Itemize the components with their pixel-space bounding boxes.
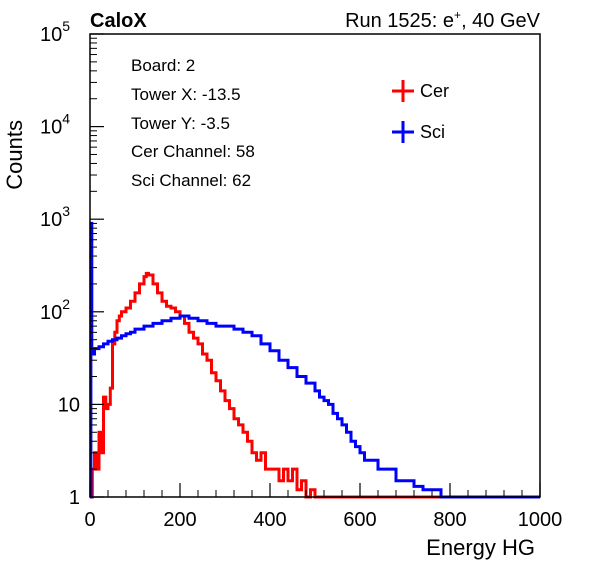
- x-tick-label: 200: [163, 509, 196, 531]
- header-right-title-suffix: , 40 GeV: [461, 10, 541, 32]
- tick-layer: 0 200 400 600 800 1000 1 10 102 103 104 105: [40, 18, 562, 531]
- y-tick-label: 105: [40, 18, 70, 46]
- series-cer-line: [90, 271, 540, 499]
- plot-frame: [89, 33, 541, 498]
- info-cer-channel: Cer Channel: 58: [131, 142, 255, 161]
- info-board: Board: 2: [131, 56, 195, 75]
- info-box: Board: 2 Tower X: -13.5 Tower Y: -3.5 Ce…: [131, 56, 255, 190]
- header-right-title-prefix: Run 1525: e: [345, 10, 454, 32]
- y-tick-label: 1: [69, 487, 80, 509]
- y-tick-label: 102: [40, 296, 70, 324]
- legend-cer-label: Cer: [420, 81, 449, 101]
- header-right-title-sup: +: [454, 8, 461, 22]
- legend-sci-label: Sci: [420, 122, 445, 142]
- series-layer: [89, 221, 540, 499]
- x-tick-label: 400: [253, 509, 286, 531]
- x-tick-label: 800: [433, 509, 466, 531]
- y-tick-label: 10: [58, 394, 80, 416]
- info-tower-y: Tower Y: -3.5: [131, 114, 230, 133]
- legend-entry-cer: Cer: [392, 80, 449, 102]
- info-tower-x: Tower X: -13.5: [131, 85, 241, 104]
- y-tick-label: 103: [40, 203, 70, 231]
- x-tick-label: 600: [343, 509, 376, 531]
- y-axis-label: Counts: [2, 120, 27, 190]
- header-left-title: CaloX: [90, 10, 147, 32]
- legend-entry-sci: Sci: [392, 121, 445, 143]
- info-sci-channel: Sci Channel: 62: [131, 171, 251, 190]
- x-axis-label: Energy HG: [426, 535, 535, 560]
- legend: Cer Sci: [392, 80, 449, 143]
- x-tick-label: 1000: [518, 509, 563, 531]
- x-tick-label: 0: [84, 509, 95, 531]
- y-tick-label: 104: [40, 111, 70, 139]
- series-sci-line: [89, 221, 540, 499]
- header-right-title: Run 1525: e+, 40 GeV: [345, 8, 541, 32]
